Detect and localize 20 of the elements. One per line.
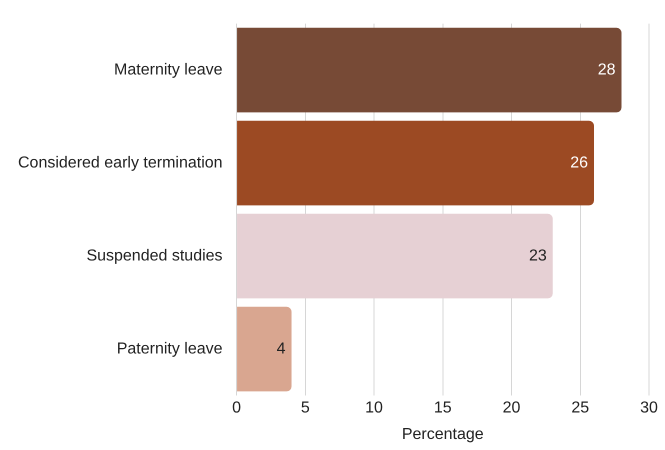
y-tick-label: Suspended studies xyxy=(86,248,223,265)
x-tick-label: 10 xyxy=(365,400,384,417)
data-label: 28 xyxy=(598,62,616,79)
x-tick-label: 0 xyxy=(232,400,242,417)
y-tick-label: Paternity leave xyxy=(116,340,223,358)
x-tick-label: 5 xyxy=(300,400,310,417)
bar xyxy=(237,306,292,392)
bar xyxy=(237,214,553,298)
data-label: 26 xyxy=(570,154,588,172)
data-label: 4 xyxy=(276,340,286,358)
x-tick-label: 15 xyxy=(434,400,452,417)
data-label: 23 xyxy=(528,248,547,265)
y-tick-label: Considered early termination xyxy=(18,154,223,172)
x-tick-label: 30 xyxy=(640,400,658,417)
x-tick-label: 20 xyxy=(502,400,521,417)
x-axis-title: Percentage xyxy=(402,426,484,443)
bar xyxy=(237,28,622,112)
bar xyxy=(237,120,594,206)
y-tick-label: Maternity leave xyxy=(114,62,223,79)
x-tick-label: 25 xyxy=(571,400,590,417)
